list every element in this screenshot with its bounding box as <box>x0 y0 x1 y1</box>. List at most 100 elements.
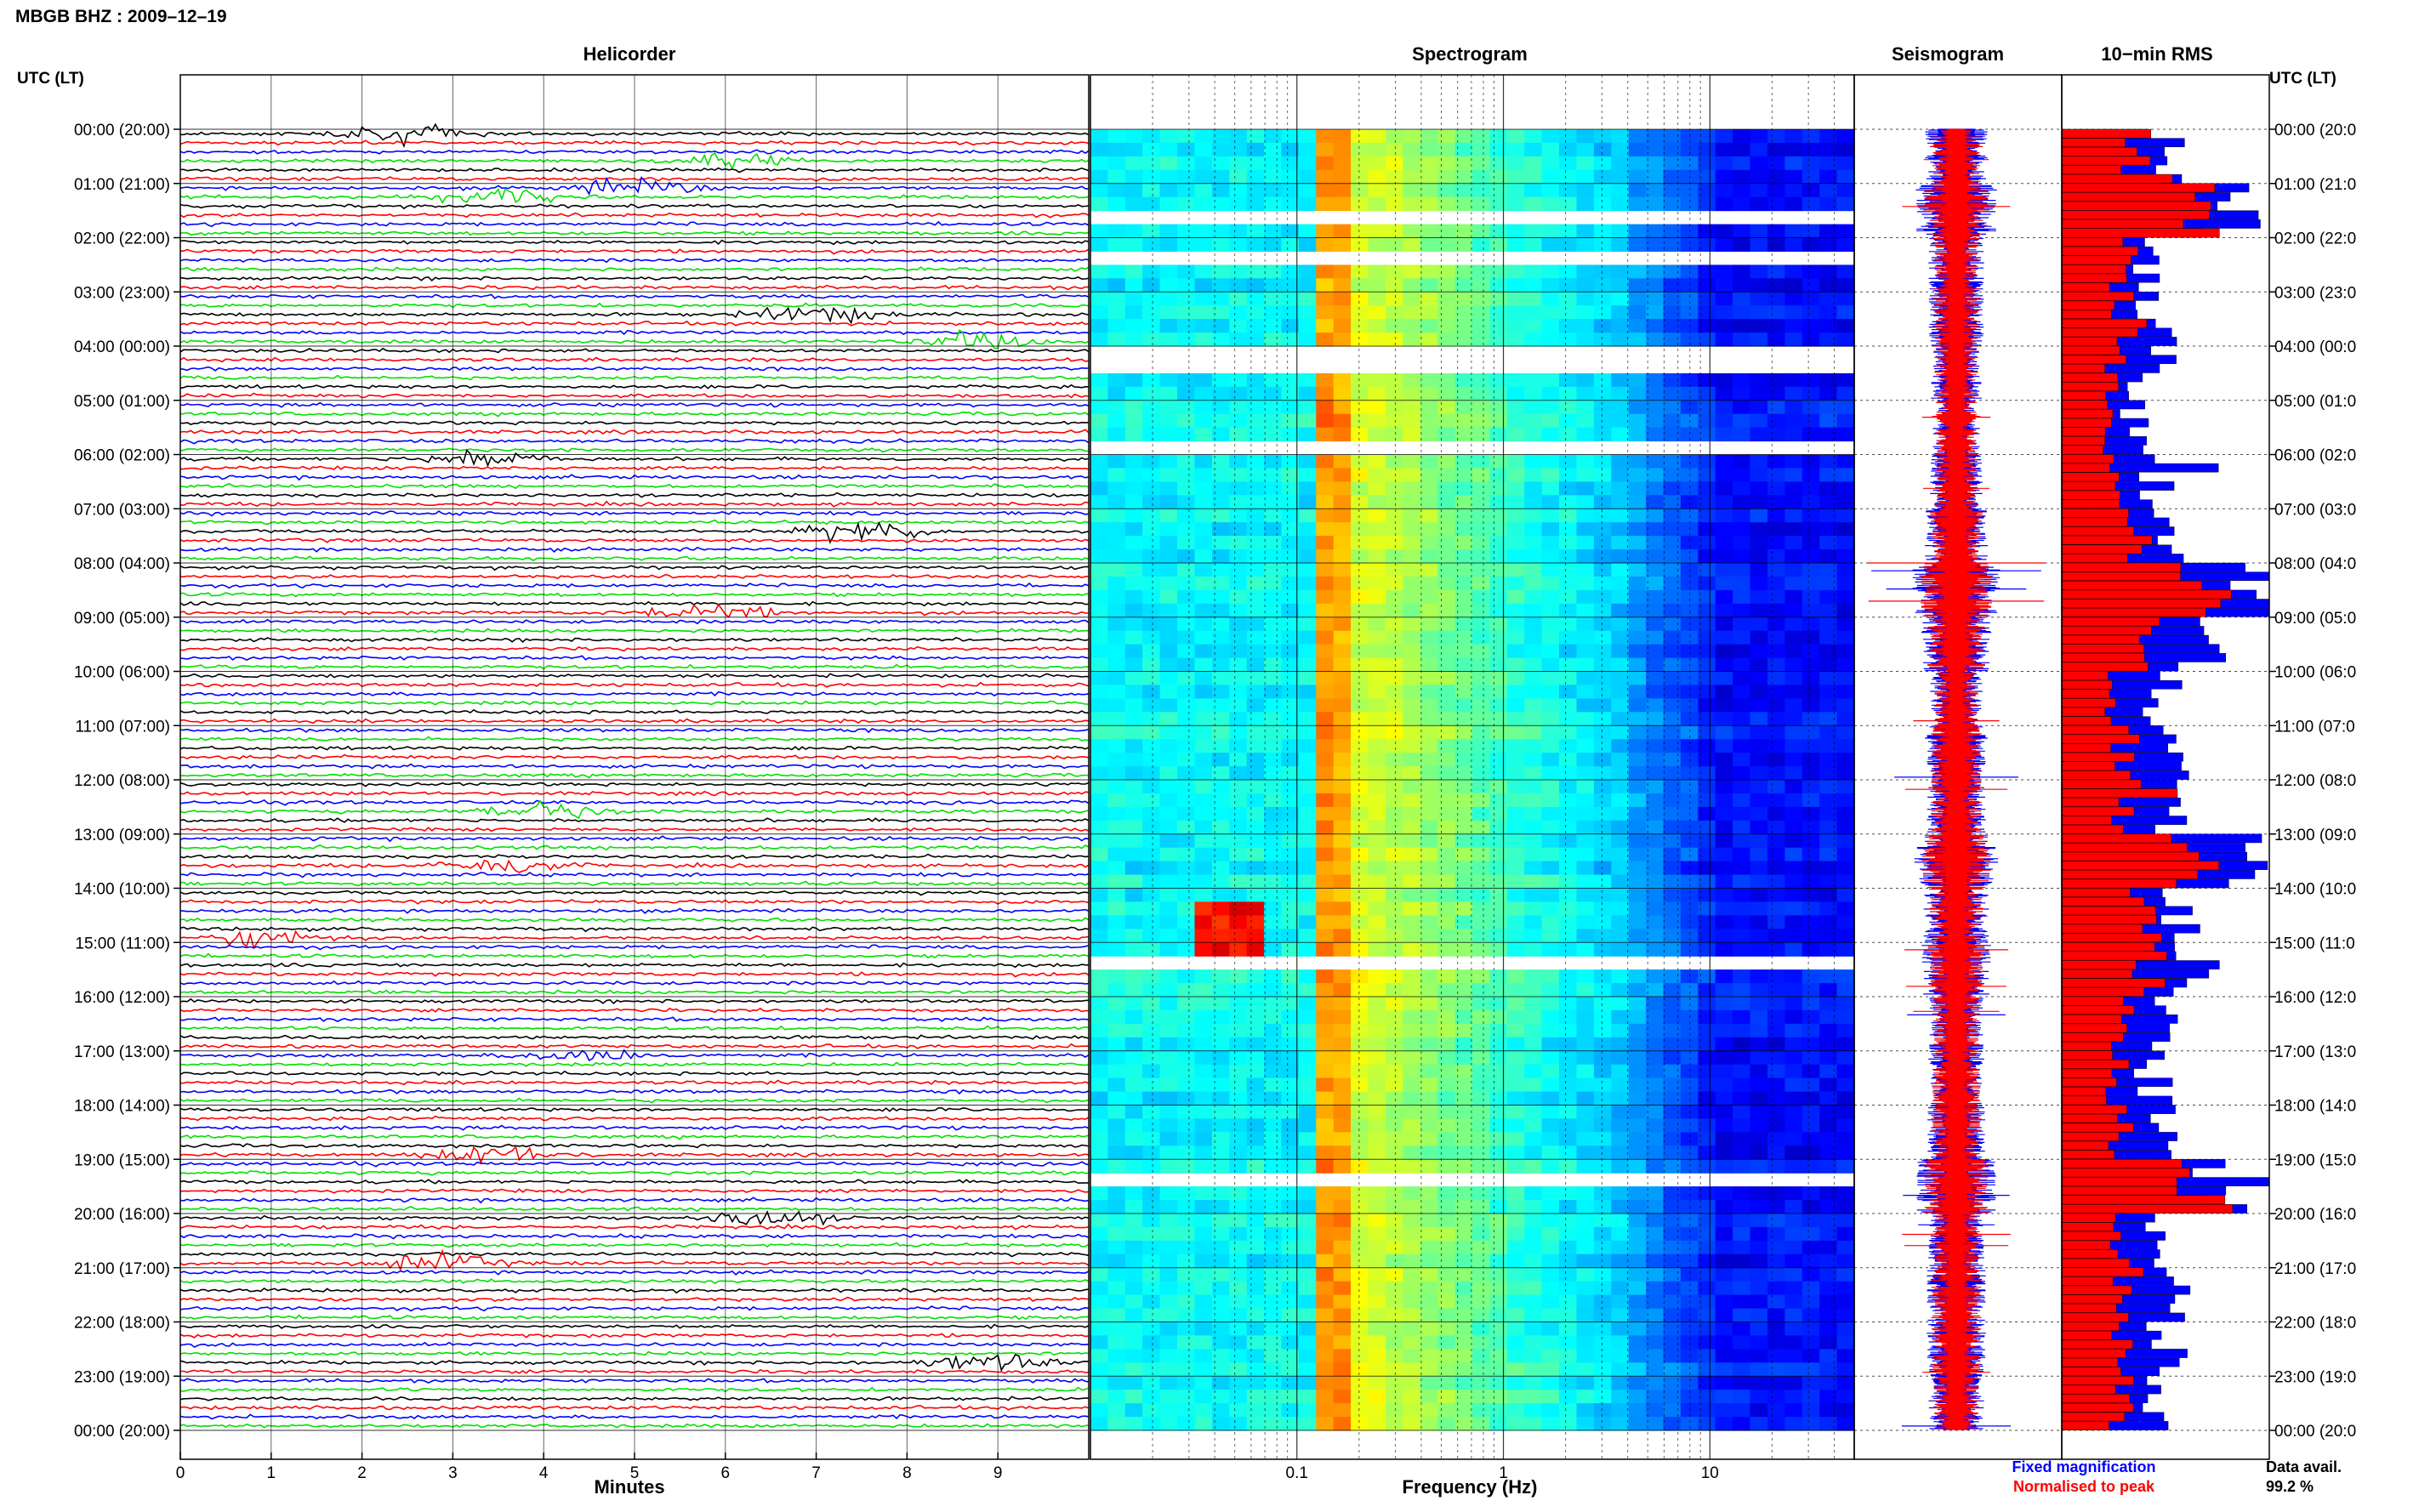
spectrogram-cell <box>1506 1403 1525 1418</box>
spectrogram-cell <box>1246 1023 1265 1038</box>
spectrogram-cell <box>1229 630 1248 645</box>
spectrogram-cell <box>1281 1322 1300 1336</box>
spectrogram-cell <box>1281 1105 1300 1119</box>
spectrogram-cell <box>1576 942 1595 957</box>
spectrogram-cell <box>1281 1417 1300 1431</box>
spectrogram-cell <box>1541 333 1560 347</box>
spectrogram-cell <box>1333 264 1352 279</box>
spectrogram-cell <box>1211 603 1230 618</box>
spectrogram-cell <box>1489 183 1508 198</box>
spectrogram-cell <box>1420 142 1438 157</box>
spectrogram-cell <box>1333 1064 1352 1079</box>
spectrogram-cell <box>1593 942 1612 957</box>
spectrogram-cell <box>1194 1214 1213 1228</box>
spectrogram-cell <box>1264 1159 1283 1174</box>
spectrogram-cell <box>1403 657 1421 673</box>
spectrogram-cell <box>1090 1322 1108 1336</box>
left-time-tick: 15:00 (11:00) <box>75 935 170 952</box>
spectrogram-cell <box>1819 915 1838 929</box>
spectrogram-cell <box>1107 1064 1126 1079</box>
spectrogram-cell <box>1646 1308 1665 1323</box>
left-time-tick: 20:00 (16:00) <box>74 1206 170 1224</box>
rms-normalised-bar <box>2061 337 2118 346</box>
spectrogram-cell <box>1368 725 1386 740</box>
spectrogram-cell <box>1124 603 1143 618</box>
spectrogram-cell <box>1541 780 1560 794</box>
spectrogram-cell <box>1351 806 1369 821</box>
spectrogram-cell <box>1211 1281 1230 1296</box>
spectrogram-cell <box>1663 983 1682 998</box>
spectrogram-cell <box>1264 427 1283 442</box>
spectrogram-cell <box>1559 942 1577 957</box>
spectrogram-cell <box>1194 725 1213 740</box>
spectrogram-cell <box>1646 509 1665 523</box>
spectrogram-cell <box>1403 861 1421 876</box>
spectrogram-cell <box>1801 522 1820 537</box>
spectrogram-cell <box>1316 549 1335 564</box>
spectrogram-cell <box>1524 1050 1543 1066</box>
spectrogram-cell <box>1386 1226 1403 1242</box>
spectrogram-cell <box>1576 386 1595 401</box>
spectrogram-cell <box>1159 1091 1178 1106</box>
spectrogram-cell <box>1750 833 1768 849</box>
spectrogram-cell <box>1298 780 1317 794</box>
spectrogram-cell <box>1767 1240 1785 1255</box>
spectrogram-cell <box>1107 766 1126 781</box>
spectrogram-cell <box>1298 1308 1317 1323</box>
spectrogram-cell <box>1593 969 1612 984</box>
spectrogram-cell <box>1264 264 1283 279</box>
spectrogram-cell <box>1281 1226 1300 1242</box>
spectrogram-cell <box>1506 372 1525 388</box>
spectrogram-cell <box>1593 1132 1612 1146</box>
spectrogram-cell <box>1524 495 1543 509</box>
spectrogram-cell <box>1420 888 1438 902</box>
spectrogram-cell <box>1559 698 1577 713</box>
spectrogram-cell <box>1437 712 1456 726</box>
spectrogram-cell <box>1715 237 1733 252</box>
spectrogram-cell <box>1489 495 1508 509</box>
spectrogram-cell <box>1559 536 1577 550</box>
spectrogram-cell <box>1246 1240 1265 1255</box>
spectrogram-cell <box>1715 196 1733 212</box>
spectrogram-cell <box>1298 1294 1317 1310</box>
spectrogram-cell <box>1680 820 1699 835</box>
spectrogram-cell <box>1403 1390 1421 1404</box>
spectrogram-cell <box>1663 1118 1682 1133</box>
spectrogram-cell <box>1733 969 1751 984</box>
spectrogram-cell <box>1524 1091 1543 1106</box>
right-time-tick: 01:00 (21:0 <box>2274 176 2356 194</box>
spectrogram-cell <box>1576 997 1595 1011</box>
spectrogram-cell <box>1107 997 1126 1011</box>
rms-normalised-bar <box>2061 906 2156 916</box>
spectrogram-cell <box>1593 1077 1612 1093</box>
spectrogram-cell <box>1420 1077 1438 1093</box>
spectrogram-cell <box>1454 1077 1473 1093</box>
spectrogram-cell <box>1506 536 1525 550</box>
spectrogram-cell <box>1680 536 1699 550</box>
spectrogram-cell <box>1142 698 1161 713</box>
spectrogram-cell <box>1124 1294 1143 1310</box>
spectrogram-cell <box>1750 942 1768 957</box>
spectrogram-cell <box>1680 969 1699 984</box>
spectrogram-cell <box>1836 685 1855 699</box>
spectrogram-cell <box>1628 563 1647 577</box>
spectrogram-cell <box>1506 1267 1525 1282</box>
spectrogram-cell <box>1663 1037 1682 1052</box>
spectrogram-cell <box>1472 1335 1490 1350</box>
spectrogram-cell <box>1593 1403 1612 1418</box>
spectrogram-cell <box>1229 1308 1248 1323</box>
spectrogram-cell <box>1211 1050 1230 1066</box>
spectrogram-cell <box>1316 983 1335 998</box>
spectrogram-cell <box>1715 292 1733 306</box>
spectrogram-cell <box>1628 1335 1647 1350</box>
spectrogram-cell <box>1124 1009 1143 1025</box>
spectrogram-cell <box>1454 1281 1473 1296</box>
spectrogram-cell <box>1107 739 1126 753</box>
spectrogram-cell <box>1351 1077 1369 1093</box>
rms-normalised-bar <box>2061 716 2111 725</box>
right-time-tick: 06:00 (02:0 <box>2274 447 2356 465</box>
spectrogram-cell <box>1628 766 1647 781</box>
spectrogram-cell <box>1333 712 1352 726</box>
spectrogram-cell <box>1386 712 1403 726</box>
spectrogram-cell <box>1420 156 1438 171</box>
